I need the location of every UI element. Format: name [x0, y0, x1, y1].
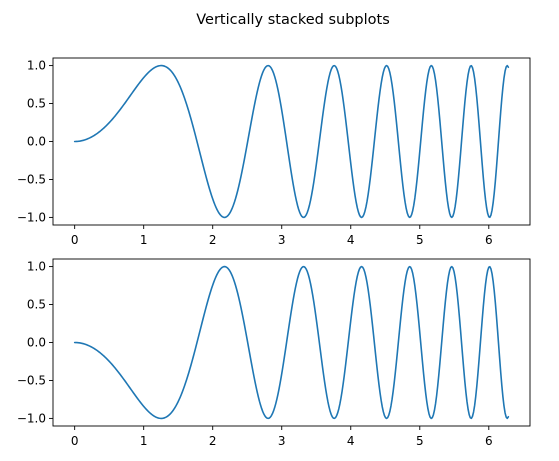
subplot-top: 0 1 2 3 4 5 6 1.0 0.5 0.0 −0.5 −1.0 [17, 57, 531, 247]
y-tick-label: −0.5 [17, 373, 46, 387]
x-tick-label: 1 [140, 434, 148, 448]
x-tick-label: 0 [71, 233, 79, 247]
x-tick-label: 3 [278, 434, 286, 448]
figure-title: Vertically stacked subplots [196, 12, 390, 28]
series-line [73, 64, 510, 219]
y-tick-label: 1.0 [27, 260, 46, 274]
y-tick-label: 0.5 [27, 298, 46, 312]
x-tick-label: 4 [347, 434, 355, 448]
y-tick-label: −0.5 [17, 172, 46, 186]
y-tick-label: 0.0 [27, 336, 46, 350]
subplot-bottom: 0 1 2 3 4 5 6 1.0 0.5 0.0 −0.5 −1.0 [17, 258, 531, 448]
y-tick-label: −1.0 [17, 210, 46, 224]
x-tick-label: 3 [278, 233, 286, 247]
x-tick-label: 2 [209, 434, 217, 448]
axes-frame [52, 258, 531, 427]
y-tick-label: 1.0 [27, 59, 46, 73]
axes-frame [52, 57, 531, 226]
x-tick-label: 2 [209, 233, 217, 247]
y-tick-label: −1.0 [17, 411, 46, 425]
x-tick-label: 6 [485, 434, 493, 448]
x-tick-label: 6 [485, 233, 493, 247]
x-tick-label: 0 [71, 434, 79, 448]
x-tick-label: 4 [347, 233, 355, 247]
y-tick-label: 0.0 [27, 135, 46, 149]
x-tick-label: 1 [140, 233, 148, 247]
x-tick-label: 5 [416, 434, 424, 448]
series-line [73, 265, 510, 420]
y-tick-label: 0.5 [27, 97, 46, 111]
x-tick-label: 5 [416, 233, 424, 247]
